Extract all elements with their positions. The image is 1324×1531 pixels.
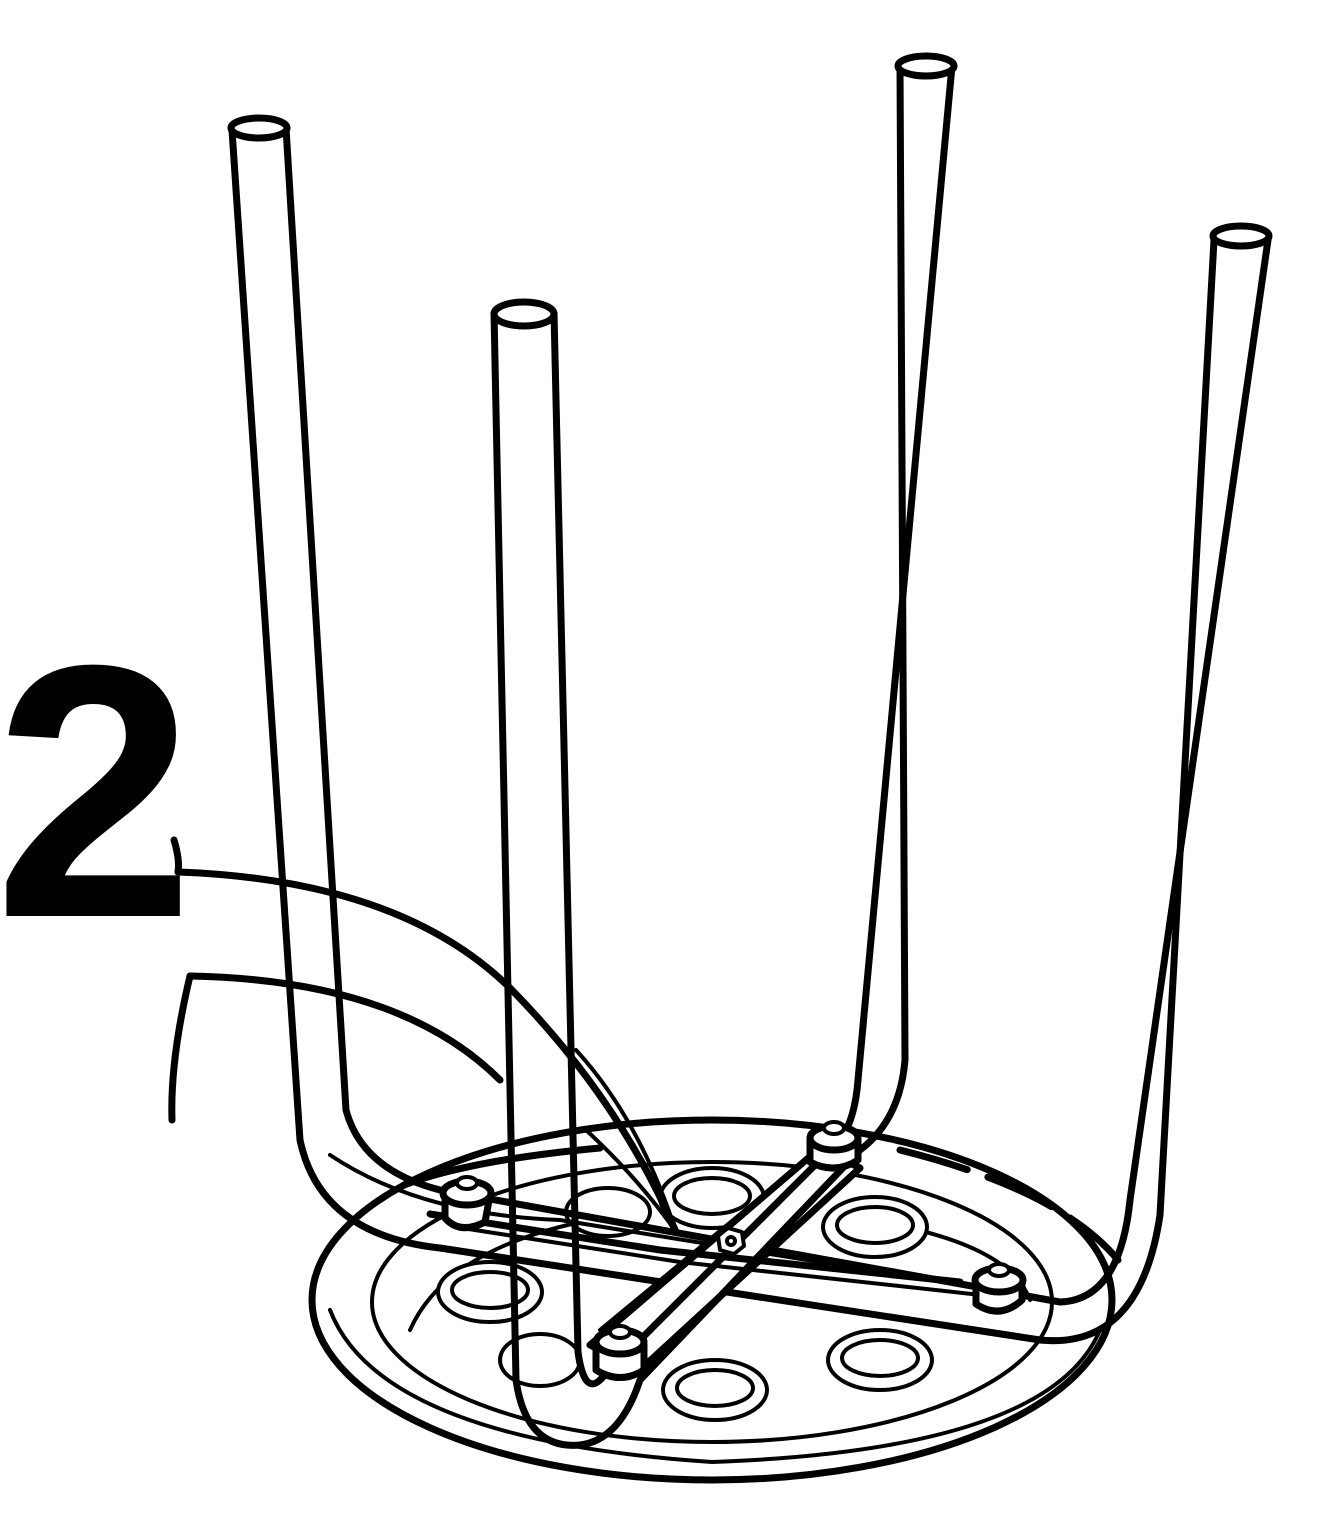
screw-block	[971, 1262, 1027, 1315]
seat-ring	[436, 1260, 544, 1324]
seat-ring	[661, 1358, 769, 1422]
screw-block	[439, 1175, 495, 1232]
seat-ring	[821, 1195, 929, 1259]
screw-block	[592, 1324, 648, 1381]
screw-block	[806, 1120, 862, 1172]
callout-pointer	[168, 836, 680, 1236]
step-number: 2	[0, 591, 195, 993]
center-nut	[716, 1226, 746, 1256]
seat-ring	[826, 1328, 934, 1392]
u-leg-frame-back	[227, 114, 1273, 1345]
mounting-screws	[439, 1120, 1027, 1381]
